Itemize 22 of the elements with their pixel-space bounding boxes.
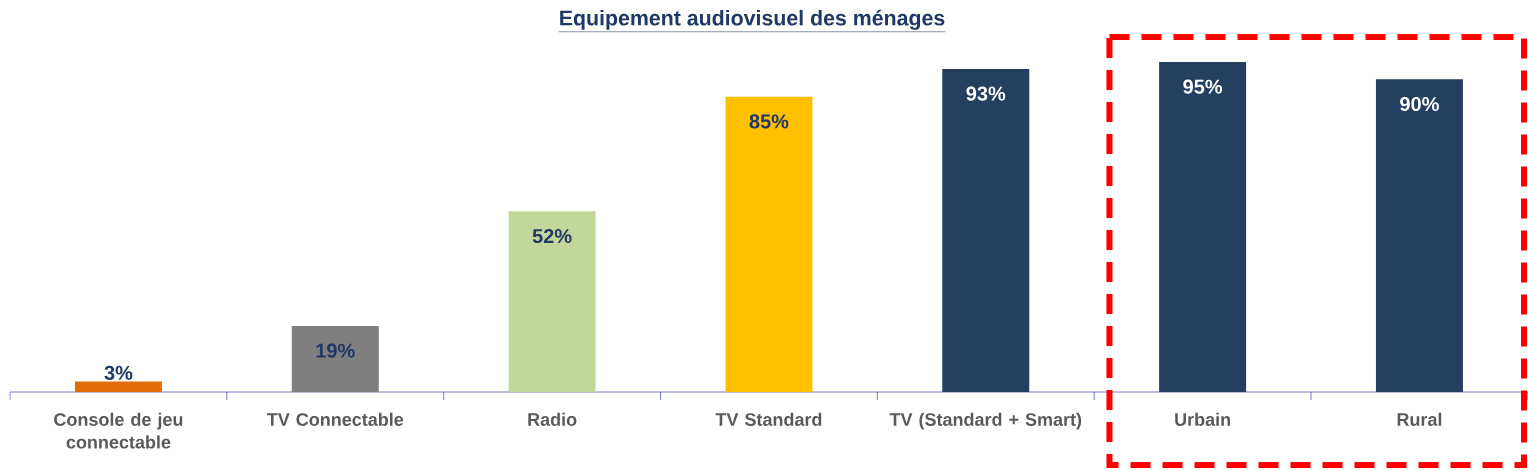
x-tick-label: TV Connectable <box>266 412 404 426</box>
x-tick-label: Radio <box>528 412 577 426</box>
bar <box>1159 62 1247 392</box>
data-label: 95% <box>1183 79 1223 94</box>
data-label: 93% <box>966 86 1006 101</box>
x-tick-label: Rural <box>1397 412 1442 426</box>
bar <box>942 68 1030 392</box>
bar <box>74 381 162 392</box>
x-tick-label: TV Standard <box>715 412 822 426</box>
x-tick-label: Urbain <box>1175 412 1230 426</box>
data-label: 19% <box>316 343 355 358</box>
x-tick-label: TV (Standard + Smart) <box>889 412 1082 430</box>
data-label: 3% <box>104 365 133 380</box>
data-label: 85% <box>749 114 789 129</box>
data-label: 90% <box>1400 96 1439 112</box>
bar <box>725 96 813 392</box>
bar <box>508 211 596 392</box>
data-label: 52% <box>532 228 572 244</box>
x-tick-label: Console de jeu connectable <box>54 412 183 449</box>
chart-title: Equipement audiovisuel des ménages <box>560 9 945 30</box>
bar <box>291 325 379 392</box>
bar <box>1375 79 1463 392</box>
